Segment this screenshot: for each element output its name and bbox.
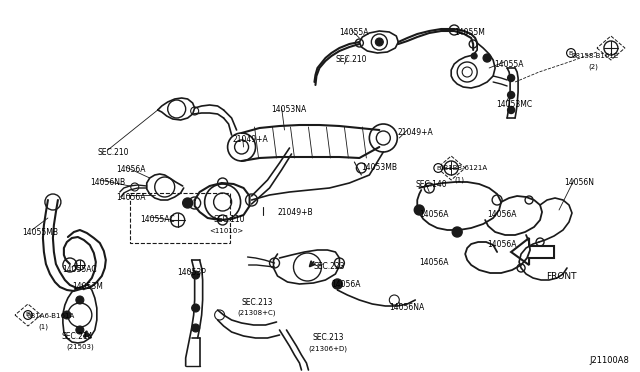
Text: B: B <box>26 312 30 317</box>
Circle shape <box>483 54 491 62</box>
Text: 14055AC: 14055AC <box>62 265 97 274</box>
Text: 14053NA: 14053NA <box>271 105 307 114</box>
Text: 08158-B161E: 08158-B161E <box>572 53 620 59</box>
Text: 14056NA: 14056NA <box>389 303 424 312</box>
Text: 14056A: 14056A <box>116 165 145 174</box>
Text: (21308+C): (21308+C) <box>237 310 276 317</box>
Bar <box>130 193 230 243</box>
Text: 14056A: 14056A <box>116 193 145 202</box>
Text: 14056NB: 14056NB <box>90 178 125 187</box>
Text: SEC.140: SEC.140 <box>415 180 447 189</box>
Text: SEC.214: SEC.214 <box>62 332 93 341</box>
Text: 14053P: 14053P <box>178 268 207 277</box>
Text: 0B1A6-B161A: 0B1A6-B161A <box>27 313 76 319</box>
Text: SEC.213: SEC.213 <box>241 298 273 307</box>
Text: 14053M: 14053M <box>72 282 103 291</box>
Circle shape <box>76 326 84 334</box>
Text: 21049+B: 21049+B <box>278 208 313 217</box>
Text: SEC.213: SEC.213 <box>312 333 344 342</box>
Circle shape <box>182 198 193 208</box>
Text: B: B <box>569 51 573 55</box>
Circle shape <box>191 271 200 279</box>
Text: (1): (1) <box>38 324 48 330</box>
Circle shape <box>508 92 515 99</box>
Text: 21049+A: 21049+A <box>232 135 268 144</box>
Text: 14053MC: 14053MC <box>496 100 532 109</box>
Text: (21503): (21503) <box>66 344 93 350</box>
Text: 14056A: 14056A <box>332 280 361 289</box>
Circle shape <box>508 74 515 81</box>
Text: SEC.210: SEC.210 <box>98 148 129 157</box>
Text: J21100A8: J21100A8 <box>589 356 629 365</box>
Text: 14055M: 14055M <box>454 28 485 37</box>
Text: 14056N: 14056N <box>564 178 594 187</box>
Circle shape <box>63 311 71 319</box>
Text: 14055AC: 14055AC <box>140 215 174 224</box>
Circle shape <box>76 296 84 304</box>
Circle shape <box>375 38 383 46</box>
Circle shape <box>471 53 477 59</box>
Text: (21306+D): (21306+D) <box>308 345 348 352</box>
Text: (1): (1) <box>454 176 464 183</box>
Text: FRONT: FRONT <box>546 272 577 281</box>
Circle shape <box>508 106 515 113</box>
Text: <11010>: <11010> <box>210 228 244 234</box>
Text: SEC.110: SEC.110 <box>214 215 245 224</box>
Text: 14055A: 14055A <box>339 28 369 37</box>
Text: 14056A: 14056A <box>487 210 516 219</box>
Circle shape <box>191 324 200 332</box>
Circle shape <box>332 279 342 289</box>
Text: 14056A: 14056A <box>419 258 449 267</box>
Text: (2): (2) <box>588 63 598 70</box>
Text: 14055A: 14055A <box>494 60 524 69</box>
Circle shape <box>414 205 424 215</box>
Text: 14056A: 14056A <box>487 240 516 249</box>
Text: 0B1B8-6121A: 0B1B8-6121A <box>439 165 487 171</box>
Text: SEC.223: SEC.223 <box>314 262 345 271</box>
Text: 14055MB: 14055MB <box>22 228 58 237</box>
Text: 14056A: 14056A <box>419 210 449 219</box>
Circle shape <box>191 304 200 312</box>
Text: SEC.210: SEC.210 <box>335 55 367 64</box>
Circle shape <box>452 227 462 237</box>
Text: 14053MB: 14053MB <box>362 163 397 172</box>
Text: B: B <box>436 166 440 170</box>
Text: 21049+A: 21049+A <box>397 128 433 137</box>
